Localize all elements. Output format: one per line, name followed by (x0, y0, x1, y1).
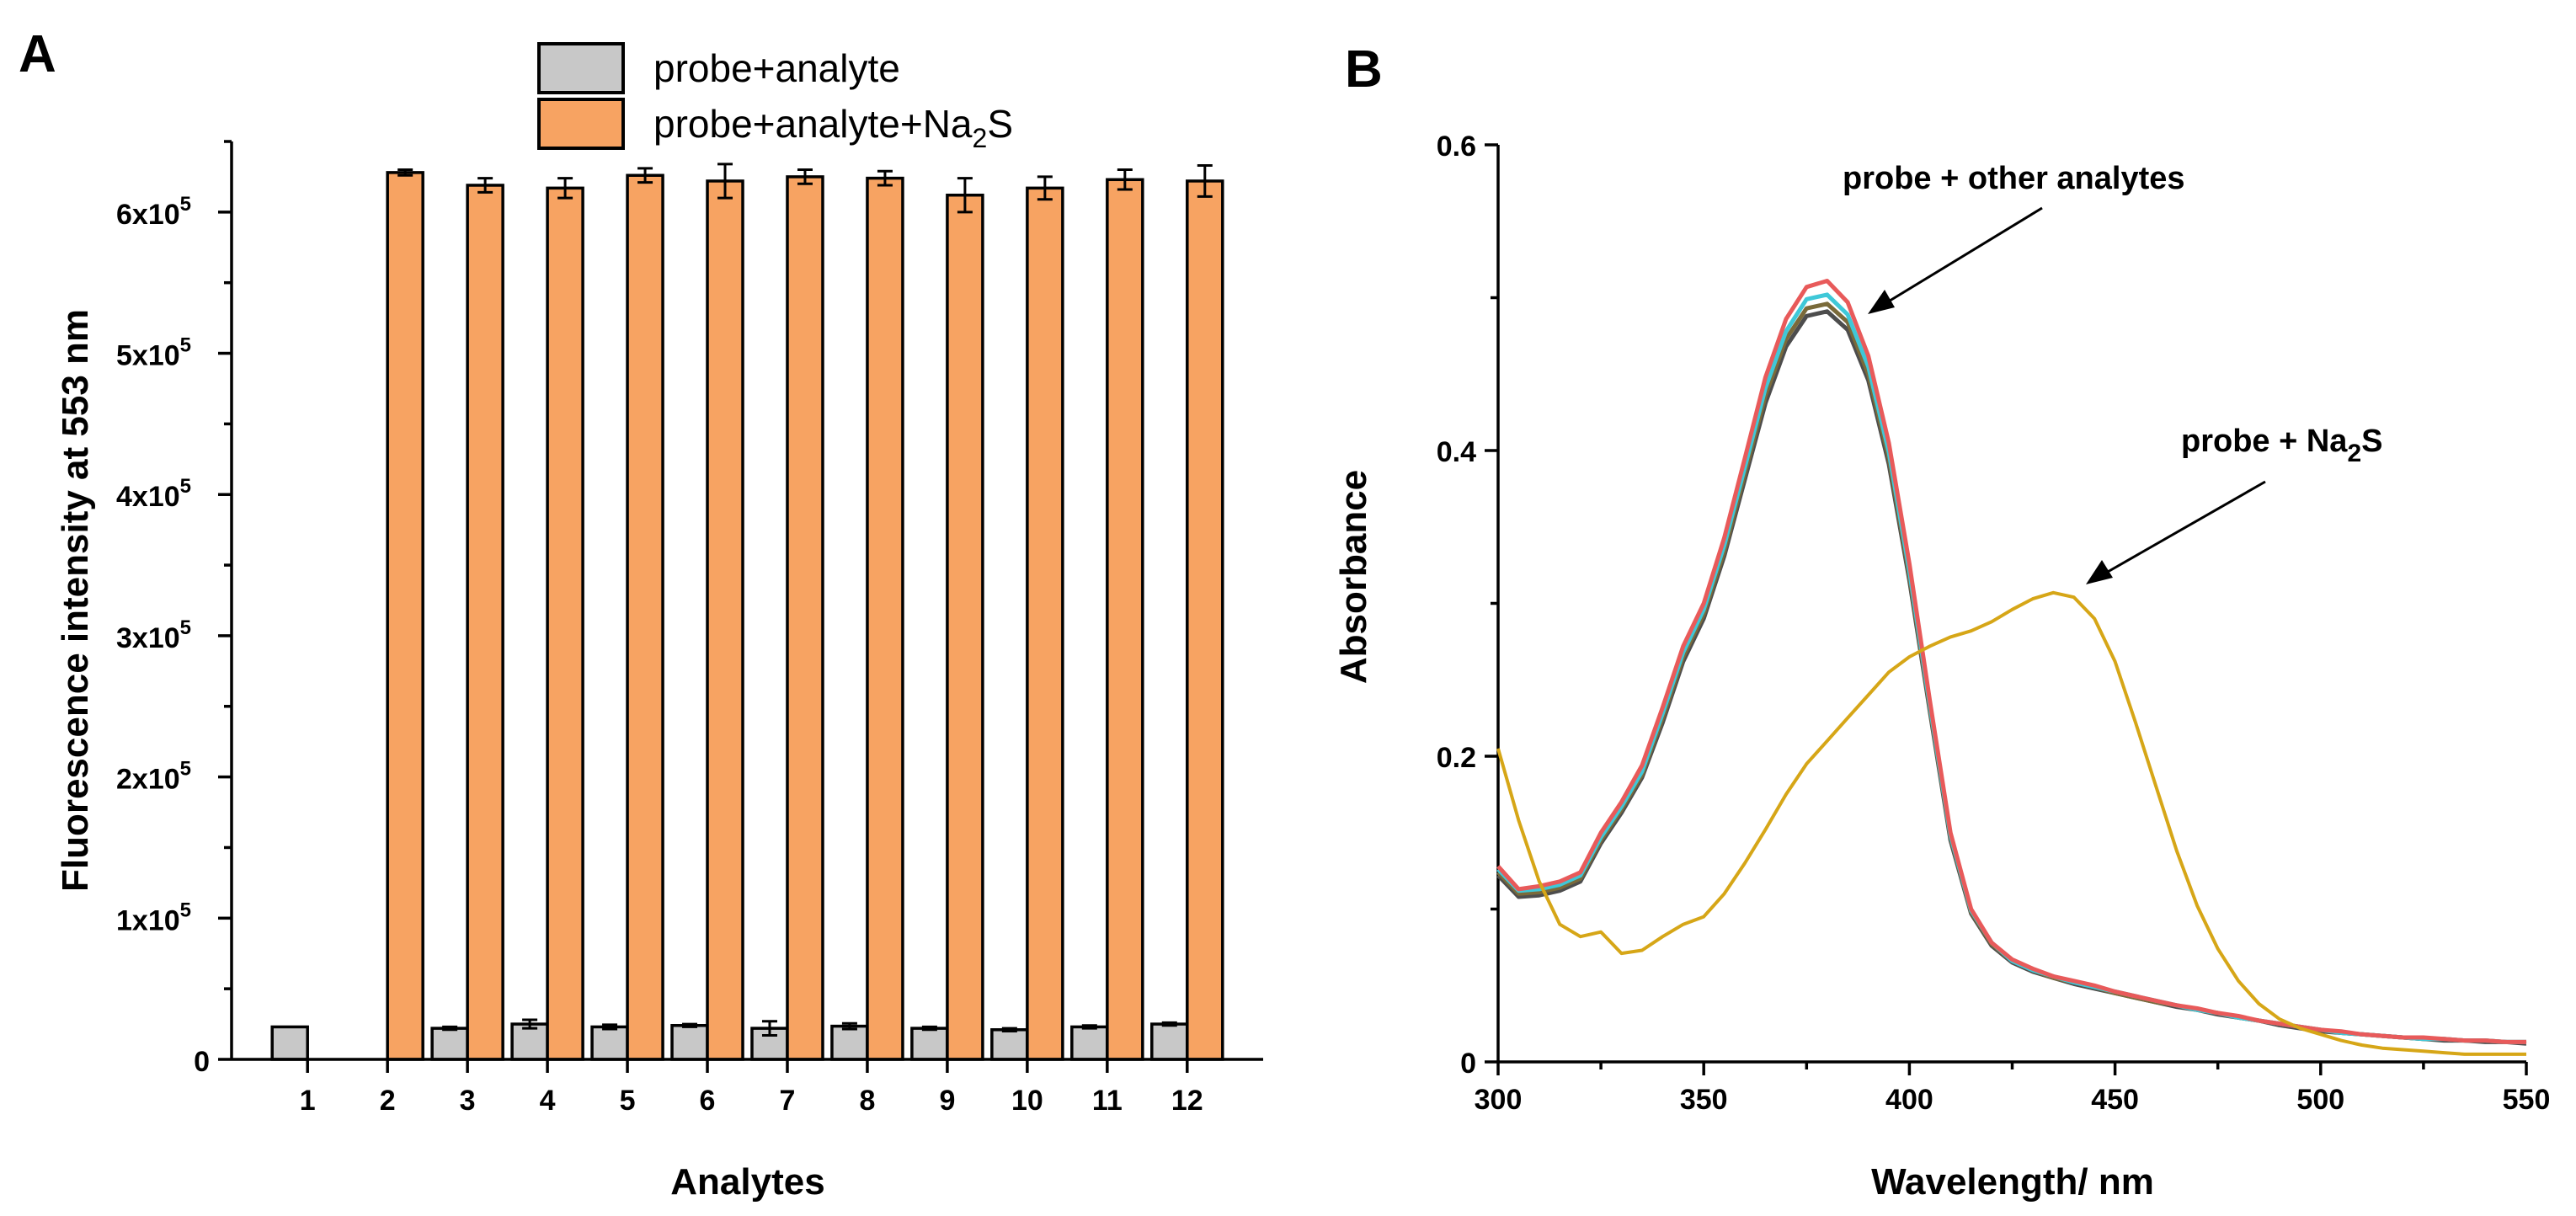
arrowhead-probe-other-analytes (1868, 290, 1895, 314)
tick-label-base: 1x10 (116, 904, 180, 936)
series-line-probe-na2s (1496, 590, 2526, 1056)
tick-label-base: 5x10 (116, 340, 180, 372)
tick-label-exponent: 5 (180, 899, 191, 921)
legend-a: probe+analyte probe+analyte+Na2S (537, 42, 1013, 153)
x-tick-label-a: 3 (460, 1085, 476, 1117)
y-tick-label-a: 0 (194, 1046, 210, 1078)
x-tick-label-a: 11 (1092, 1085, 1123, 1117)
bar-probe-analyte-10 (990, 1028, 1029, 1061)
x-tick-label-a: 5 (620, 1085, 636, 1117)
bar-probe-analyte-6 (670, 1024, 709, 1061)
bar-probe-analyte-3 (430, 1027, 469, 1061)
legend-label-part: probe+analyte+Na (653, 102, 973, 146)
x-ticks-b: 300 350 400 450 500 550 (1475, 1062, 2551, 1116)
x-tick-label-b: 300 (1475, 1084, 1523, 1116)
panel-b-line-chart: B 0 0.2 0.4 0.6 300 350 400 450 500 550 probe + … (1333, 40, 2550, 1203)
annotation-subscript: 2 (2347, 440, 2361, 467)
tick-label-exponent: 5 (180, 334, 191, 357)
arrow-probe-na2s (2101, 480, 2266, 577)
series-line-probe-other-analytes-1 (1496, 309, 2527, 1046)
tick-label-base: 2x10 (116, 764, 180, 796)
series-line-probe-other-analytes-2 (1496, 301, 2526, 1044)
bar-probe-analyte-na2s-10 (1026, 186, 1064, 1061)
y-tick-label-a: 1x105 (116, 899, 191, 936)
x-tick-label-a: 6 (700, 1085, 716, 1117)
y-tick-label-a: 3x105 (116, 616, 191, 654)
legend-swatch-probe-analyte (537, 42, 625, 94)
legend-label-probe-analyte-na2s: probe+analyte+Na2S (653, 102, 1013, 153)
x-tick-label-a: 7 (780, 1085, 796, 1117)
bar-probe-analyte-na2s-8 (866, 176, 904, 1061)
bar-probe-analyte-na2s-2 (386, 171, 424, 1061)
x-axis-title-b: Wavelength/ nm (1871, 1161, 2154, 1203)
x-tick-label-a: 8 (859, 1085, 875, 1117)
x-tick-label-a: 4 (540, 1085, 556, 1117)
tick-label-base: 3x10 (116, 622, 180, 654)
legend-label-probe-analyte: probe+analyte (653, 46, 900, 90)
y-axis-title-b: Absorbance (1333, 470, 1374, 684)
series-lines-b (1496, 279, 2527, 1056)
series-line-probe-other-analytes-3 (1496, 292, 2526, 1044)
error-bars-a (397, 163, 1213, 1037)
arrowhead-probe-na2s (2086, 560, 2113, 584)
bar-probe-analyte-na2s-5 (626, 173, 664, 1061)
x-tick-label-b: 450 (2091, 1084, 2139, 1116)
tick-label-base: 4x10 (116, 481, 180, 513)
x-tick-label-b: 400 (1885, 1084, 1933, 1116)
bar-probe-analyte-na2s-7 (786, 175, 824, 1061)
arrow-probe-other-analytes (1882, 206, 2043, 307)
x-tick-label-a: 12 (1171, 1085, 1203, 1117)
tick-label-exponent: 5 (180, 616, 191, 639)
y-tick-label-b: 0.2 (1437, 742, 1476, 774)
bar-probe-analyte-na2s-12 (1186, 179, 1224, 1061)
bar-probe-analyte-8 (830, 1024, 869, 1061)
x-tick-label-a: 1 (300, 1085, 316, 1117)
annotation-probe-other-analytes: probe + other analytes (1843, 161, 2185, 196)
x-axis-title-a: Analytes (670, 1161, 824, 1203)
y-tick-label-a: 5x105 (116, 334, 191, 372)
bar-probe-analyte-na2s-11 (1106, 178, 1144, 1061)
x-tick-label-a: 9 (939, 1085, 955, 1117)
annotation-probe-na2s: probe + Na2S (2181, 424, 2383, 467)
tick-label-exponent: 5 (180, 475, 191, 498)
bar-probe-analyte-1 (270, 1025, 309, 1061)
bars-a (270, 171, 1224, 1061)
y-tick-label-b: 0 (1460, 1048, 1476, 1080)
x-tick-label-a: 2 (380, 1085, 396, 1117)
bar-probe-analyte-5 (590, 1025, 629, 1061)
y-axis-title-a: Fluorescence intensity at 553 nm (55, 309, 96, 892)
panel-a-bar-chart: A probe+analyte probe+analyte+Na2S 01x10… (19, 25, 1263, 1203)
legend-label-subscript: 2 (973, 123, 988, 153)
bar-probe-analyte-11 (1070, 1025, 1109, 1061)
bar-probe-analyte-na2s-3 (466, 184, 504, 1061)
legend-swatch-probe-analyte-na2s (537, 98, 625, 150)
bar-probe-analyte-12 (1150, 1022, 1189, 1061)
panel-b-label: B (1345, 40, 1383, 99)
y-tick-label-b: 0.6 (1437, 131, 1476, 163)
y-tick-label-a: 2x105 (116, 758, 191, 796)
y-ticks-b: 0 0.2 0.4 0.6 (1437, 131, 1498, 1080)
x-tick-label-a: 10 (1011, 1085, 1043, 1117)
bar-probe-analyte-na2s-6 (706, 179, 744, 1061)
tick-label-exponent: 5 (180, 758, 191, 781)
y-tick-label-a: 4x105 (116, 475, 191, 513)
bar-probe-analyte-na2s-9 (946, 193, 984, 1061)
bar-probe-analyte-9 (910, 1027, 949, 1061)
annotation-part: probe + Na (2181, 424, 2348, 459)
legend-label-part: S (987, 102, 1013, 146)
y-tick-label-a: 6x105 (116, 193, 191, 231)
x-ticks-a: 1 2 3 4 5 6 7 8 9 10 11 12 (300, 1059, 1203, 1117)
x-tick-label-b: 500 (2296, 1084, 2344, 1116)
bar-probe-analyte-na2s-4 (546, 186, 584, 1061)
annotation-part: S (2361, 424, 2382, 459)
x-tick-label-b: 350 (1680, 1084, 1728, 1116)
tick-label-base: 6x10 (116, 199, 180, 231)
x-tick-label-b: 550 (2503, 1084, 2551, 1116)
series-line-probe-other-analytes-4 (1496, 279, 2526, 1044)
tick-label-exponent: 5 (180, 193, 191, 216)
panel-a-label: A (19, 25, 56, 83)
y-tick-label-b: 0.4 (1437, 436, 1476, 468)
